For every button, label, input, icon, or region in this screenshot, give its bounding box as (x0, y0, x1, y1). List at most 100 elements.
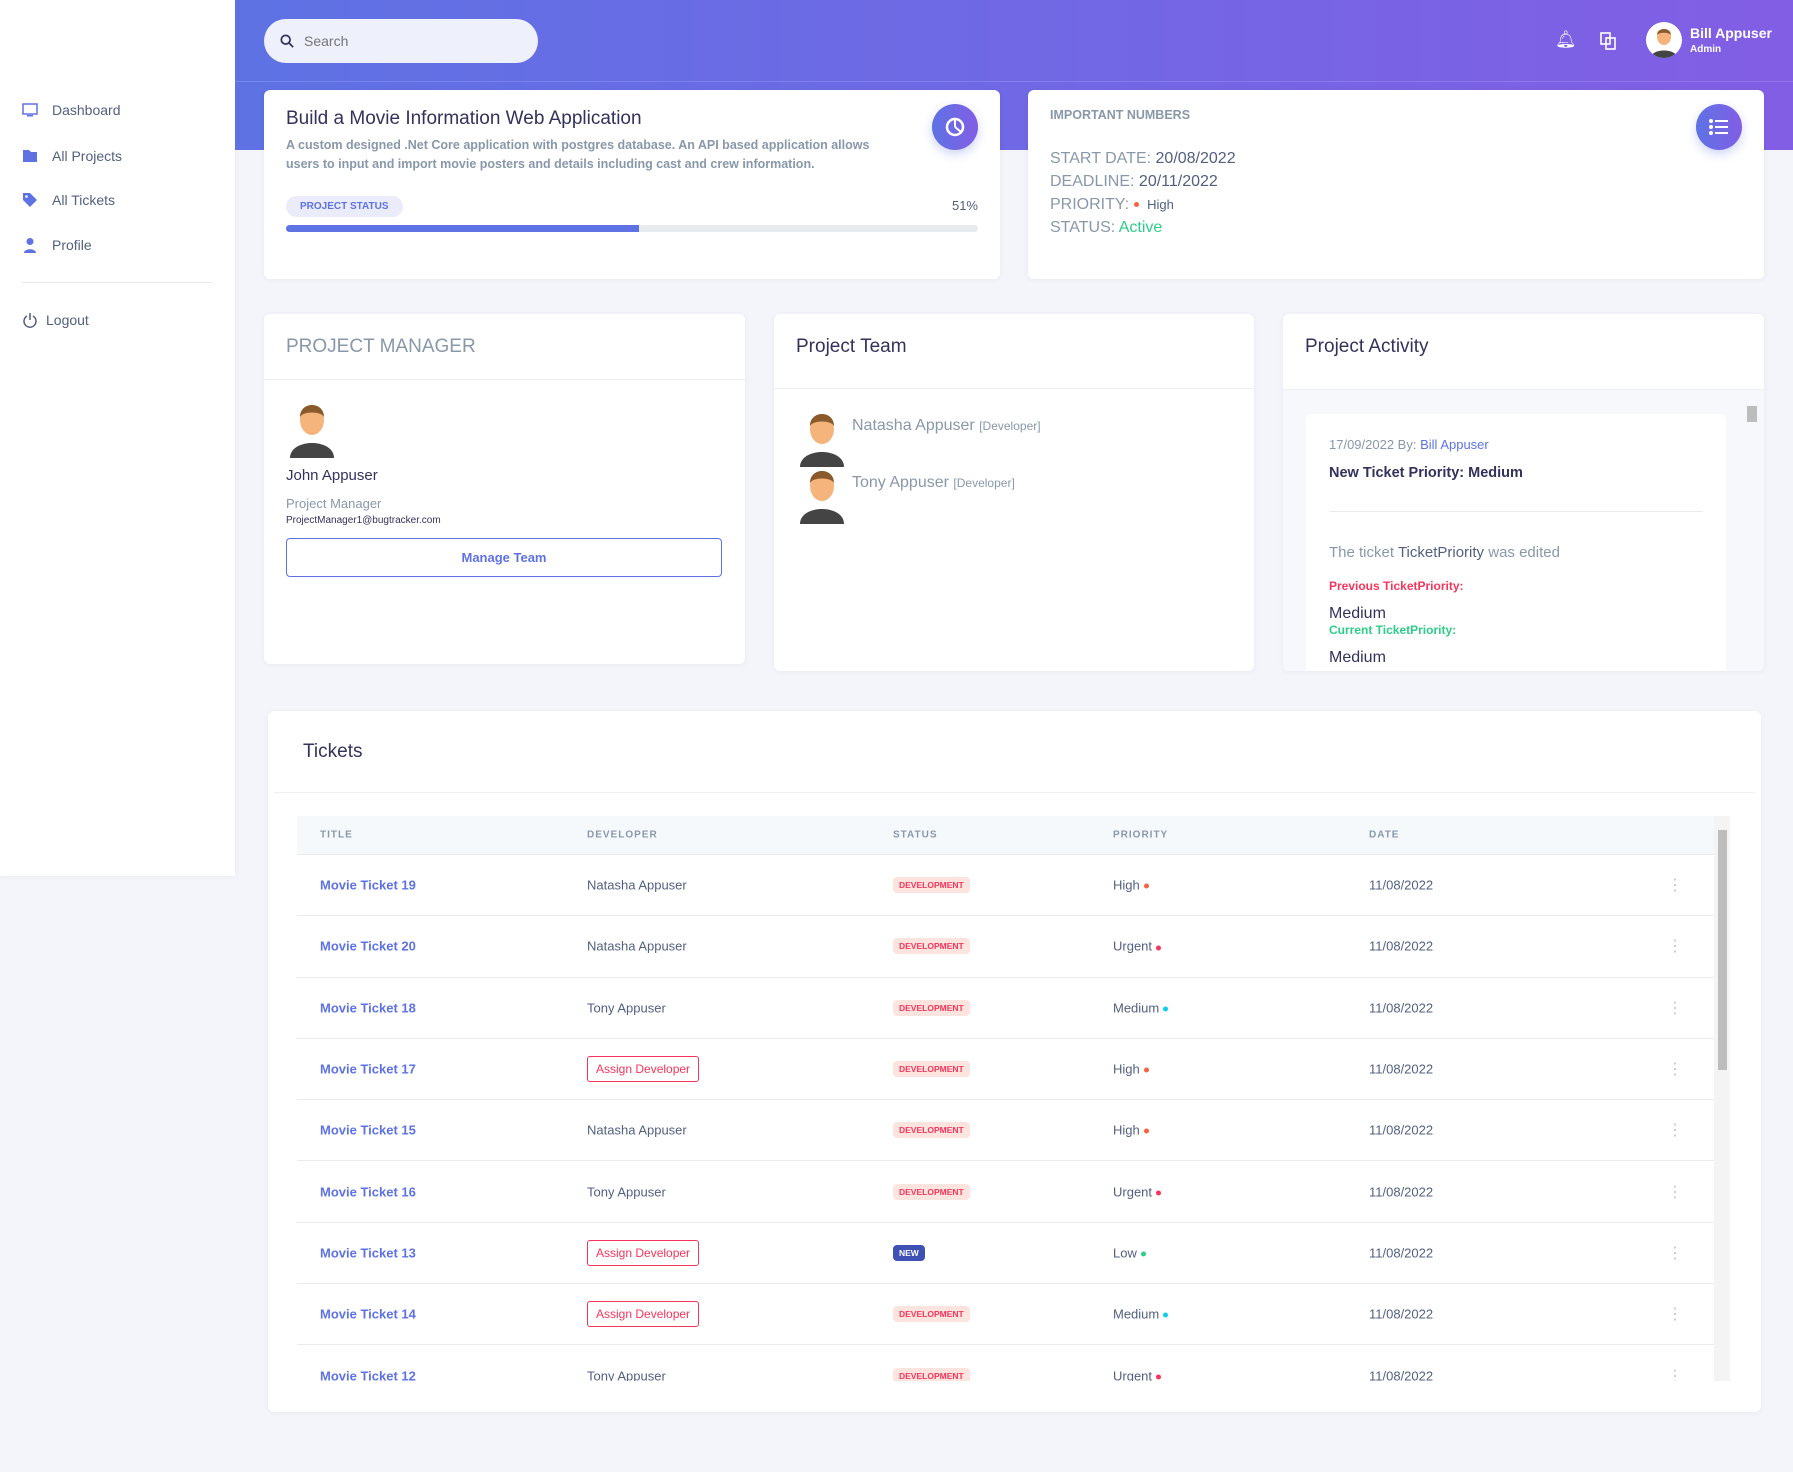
assign-developer-button[interactable]: Assign Developer (587, 1056, 700, 1083)
priority-cell: Urgent (1113, 938, 1162, 954)
manager-role: Project Manager (286, 496, 382, 511)
priority-cell: High (1113, 878, 1149, 893)
priority-label: Urgent (1113, 1184, 1153, 1200)
col-priority[interactable]: PRIORITY (1113, 829, 1169, 841)
priority-dot (1163, 1006, 1169, 1012)
sidebar-item-logout[interactable]: Logout (22, 312, 89, 328)
more-vertical-icon[interactable]: ⋮ (1667, 1122, 1683, 1140)
ticket-title-link[interactable]: Movie Ticket 18 (320, 1000, 416, 1016)
status-badge: DEVELOPMENT (893, 877, 970, 894)
sidebar-item-label: Profile (52, 237, 92, 253)
sidebar-item-all-projects[interactable]: All Projects (22, 148, 122, 164)
scrollbar-thumb[interactable] (1718, 830, 1727, 1070)
team-member: Tony Appuser [Developer] (796, 466, 1232, 524)
ticket-title-link[interactable]: Movie Ticket 17 (320, 1061, 416, 1077)
more-vertical-icon[interactable]: ⋮ (1667, 938, 1683, 956)
table-row: Movie Ticket 13 Assign Developer NEW Low … (297, 1223, 1730, 1285)
col-status[interactable]: STATUS (893, 829, 938, 841)
ticket-title-link[interactable]: Movie Ticket 14 (320, 1306, 416, 1322)
ticket-date: 11/08/2022 (1369, 1061, 1434, 1077)
tag-icon (23, 193, 37, 207)
assign-developer-button[interactable]: Assign Developer (587, 1239, 700, 1266)
tickets-card: Tickets TITLE DEVELOPER STATUS PRIORITY … (268, 711, 1761, 1412)
priority-label: Low (1113, 1245, 1137, 1261)
status-badge: DEVELOPMENT (893, 1306, 970, 1323)
project-manager-card: PROJECT MANAGER John Appuser Project Man… (264, 314, 745, 664)
member-avatar (800, 471, 844, 524)
activity-list[interactable]: 17/09/2022 By: Bill Appuser New Ticket P… (1283, 390, 1764, 671)
table-header: TITLE DEVELOPER STATUS PRIORITY DATE (297, 816, 1730, 855)
col-title[interactable]: TITLE (320, 829, 353, 841)
priority-label: High (1113, 877, 1140, 893)
table-row: Movie Ticket 20 Natasha Appuser DEVELOPME… (297, 916, 1730, 978)
ticket-title-link[interactable]: Movie Ticket 19 (320, 877, 416, 893)
manager-email[interactable]: ProjectManager1@bugtracker.com (286, 515, 441, 526)
deadline: 20/11/2022 (1138, 173, 1218, 190)
user-menu[interactable]: Bill Appuser Admin (1646, 22, 1772, 58)
avatar (1646, 22, 1682, 58)
priority-dot (1143, 883, 1149, 889)
manage-team-button[interactable]: Manage Team (286, 538, 722, 577)
sidebar-item-all-tickets[interactable]: All Tickets (22, 192, 115, 208)
developer-name: Tony Appuser (587, 1000, 666, 1016)
member-role: [Developer] (979, 419, 1041, 433)
ticket-title-link[interactable]: Movie Ticket 16 (320, 1184, 416, 1200)
project-card: Build a Movie Information Web Applicatio… (264, 90, 1000, 279)
developer-name: Tony Appuser (587, 1368, 666, 1381)
priority-dot (1156, 945, 1162, 950)
project-description: A custom designed .Net Core application … (286, 138, 870, 171)
activity-title: New Ticket Priority: Medium (1329, 465, 1523, 481)
status-badge: DEVELOPMENT (893, 938, 970, 955)
activity-heading: Project Activity (1283, 314, 1764, 390)
status-badge: DEVELOPMENT (893, 1122, 970, 1139)
assign-developer-button[interactable]: Assign Developer (587, 1301, 700, 1328)
search-input[interactable] (304, 33, 504, 49)
ticket-date: 11/08/2022 (1369, 1245, 1434, 1261)
user-icon (24, 238, 36, 253)
more-vertical-icon[interactable]: ⋮ (1667, 1306, 1683, 1324)
bell-icon[interactable]: 🔔︎ (1555, 30, 1577, 49)
priority-dot (1156, 1190, 1162, 1196)
progress-bar (286, 225, 978, 232)
activity-scrollbar[interactable] (1746, 390, 1758, 671)
status-badge: NEW (893, 1244, 925, 1261)
ticket-title-link[interactable]: Movie Ticket 12 (320, 1368, 416, 1381)
table-row: Movie Ticket 19 Natasha Appuser DEVELOPME… (297, 855, 1730, 917)
logout-label: Logout (46, 312, 89, 328)
copy-icon[interactable] (1600, 32, 1616, 50)
start-date-row: START DATE: 20/08/2022 (1050, 150, 1236, 167)
member-name: Tony Appuser (852, 474, 949, 491)
sidebar-item-profile[interactable]: Profile (22, 237, 92, 253)
more-vertical-icon[interactable]: ⋮ (1667, 999, 1683, 1017)
more-vertical-icon[interactable]: ⋮ (1667, 1244, 1683, 1262)
more-vertical-icon[interactable]: ⋮ (1667, 1183, 1683, 1201)
more-vertical-icon[interactable]: ⋮ (1667, 1367, 1683, 1381)
col-date[interactable]: DATE (1369, 829, 1400, 841)
sidebar-item-dashboard[interactable]: Dashboard (22, 102, 121, 118)
ticket-date: 11/08/2022 (1369, 1368, 1434, 1381)
priority-label: Urgent (1113, 938, 1153, 954)
priority-cell: Low (1113, 1245, 1146, 1260)
sidebar-item-label: All Tickets (52, 192, 116, 208)
current-value: Medium (1329, 649, 1386, 666)
more-vertical-icon[interactable]: ⋮ (1667, 1061, 1683, 1079)
priority-dot (1134, 202, 1140, 208)
ticket-title-link[interactable]: Movie Ticket 15 (320, 1122, 416, 1138)
more-vertical-icon[interactable]: ⋮ (1667, 877, 1683, 895)
col-developer[interactable]: DEVELOPER (587, 829, 658, 841)
manager-heading: PROJECT MANAGER (264, 314, 745, 380)
status-badge: DEVELOPMENT (893, 1367, 970, 1381)
member-role: [Developer] (953, 476, 1015, 490)
search-bar[interactable] (264, 19, 538, 63)
start-date: 20/08/2022 (1155, 150, 1236, 167)
table-row: Movie Ticket 14 Assign Developer DEVELOPM… (297, 1284, 1730, 1346)
developer-name: Natasha Appuser (587, 1122, 687, 1138)
table-scrollbar[interactable] (1714, 816, 1730, 1381)
priority-dot (1156, 1374, 1162, 1380)
activity-user-link[interactable]: Bill Appuser (1420, 437, 1489, 452)
developer-name: Natasha Appuser (587, 877, 687, 893)
ticket-title-link[interactable]: Movie Ticket 20 (320, 938, 416, 954)
ticket-title-link[interactable]: Movie Ticket 13 (320, 1245, 416, 1261)
table-row: Movie Ticket 12 Tony Appuser DEVELOPMENT … (297, 1345, 1730, 1381)
sidebar: Dashboard All Projects All Tickets Profi… (0, 0, 235, 876)
